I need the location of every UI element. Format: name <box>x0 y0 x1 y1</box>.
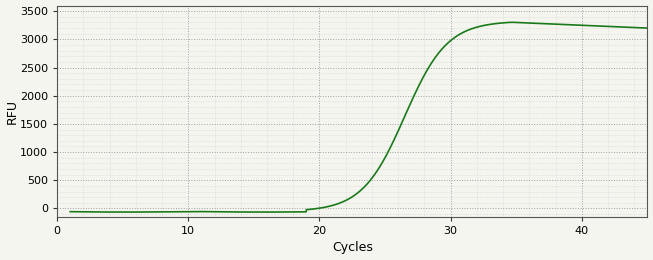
Y-axis label: RFU: RFU <box>6 99 18 124</box>
X-axis label: Cycles: Cycles <box>332 242 373 255</box>
